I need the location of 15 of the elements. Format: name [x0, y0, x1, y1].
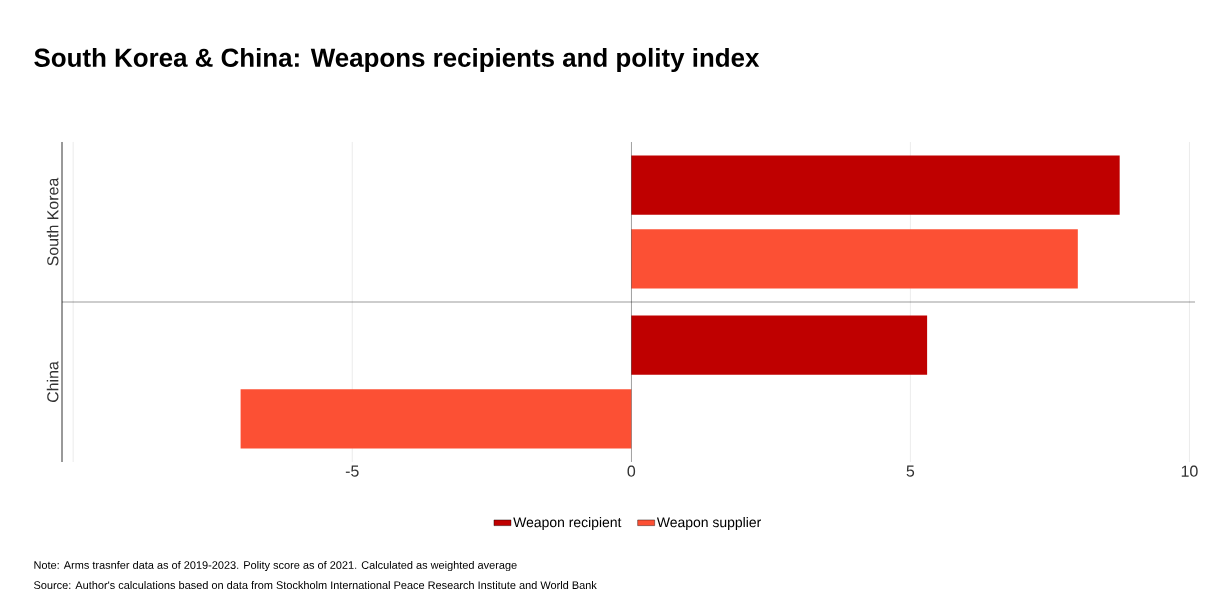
x-tick-label: 5 — [906, 465, 915, 477]
bar — [240, 389, 632, 449]
legend-label: Weapon supplier — [656, 517, 762, 530]
source-note: Source: Author's calculations based on data from Stockholm International Peace Research Institute and World Bank — [34, 580, 597, 590]
y-tick-label: South Korea — [46, 177, 59, 266]
legend-label: Weapon recipient — [513, 517, 622, 530]
bar — [631, 315, 928, 375]
bar — [631, 229, 1078, 289]
bar — [631, 155, 1120, 215]
chart-title: South Korea & China: Weapons recipients and polity index — [34, 47, 760, 73]
text: Note: Arms trasnfer data as of 2019-2023. Polity score as of 2021. Calculated as weighted average — [34, 560, 517, 572]
x-tick-label: 10 — [1181, 465, 1198, 477]
x-tick-label: 0 — [627, 465, 636, 477]
x-tick-label: -5 — [345, 465, 359, 477]
y-tick-label: China — [46, 361, 59, 403]
